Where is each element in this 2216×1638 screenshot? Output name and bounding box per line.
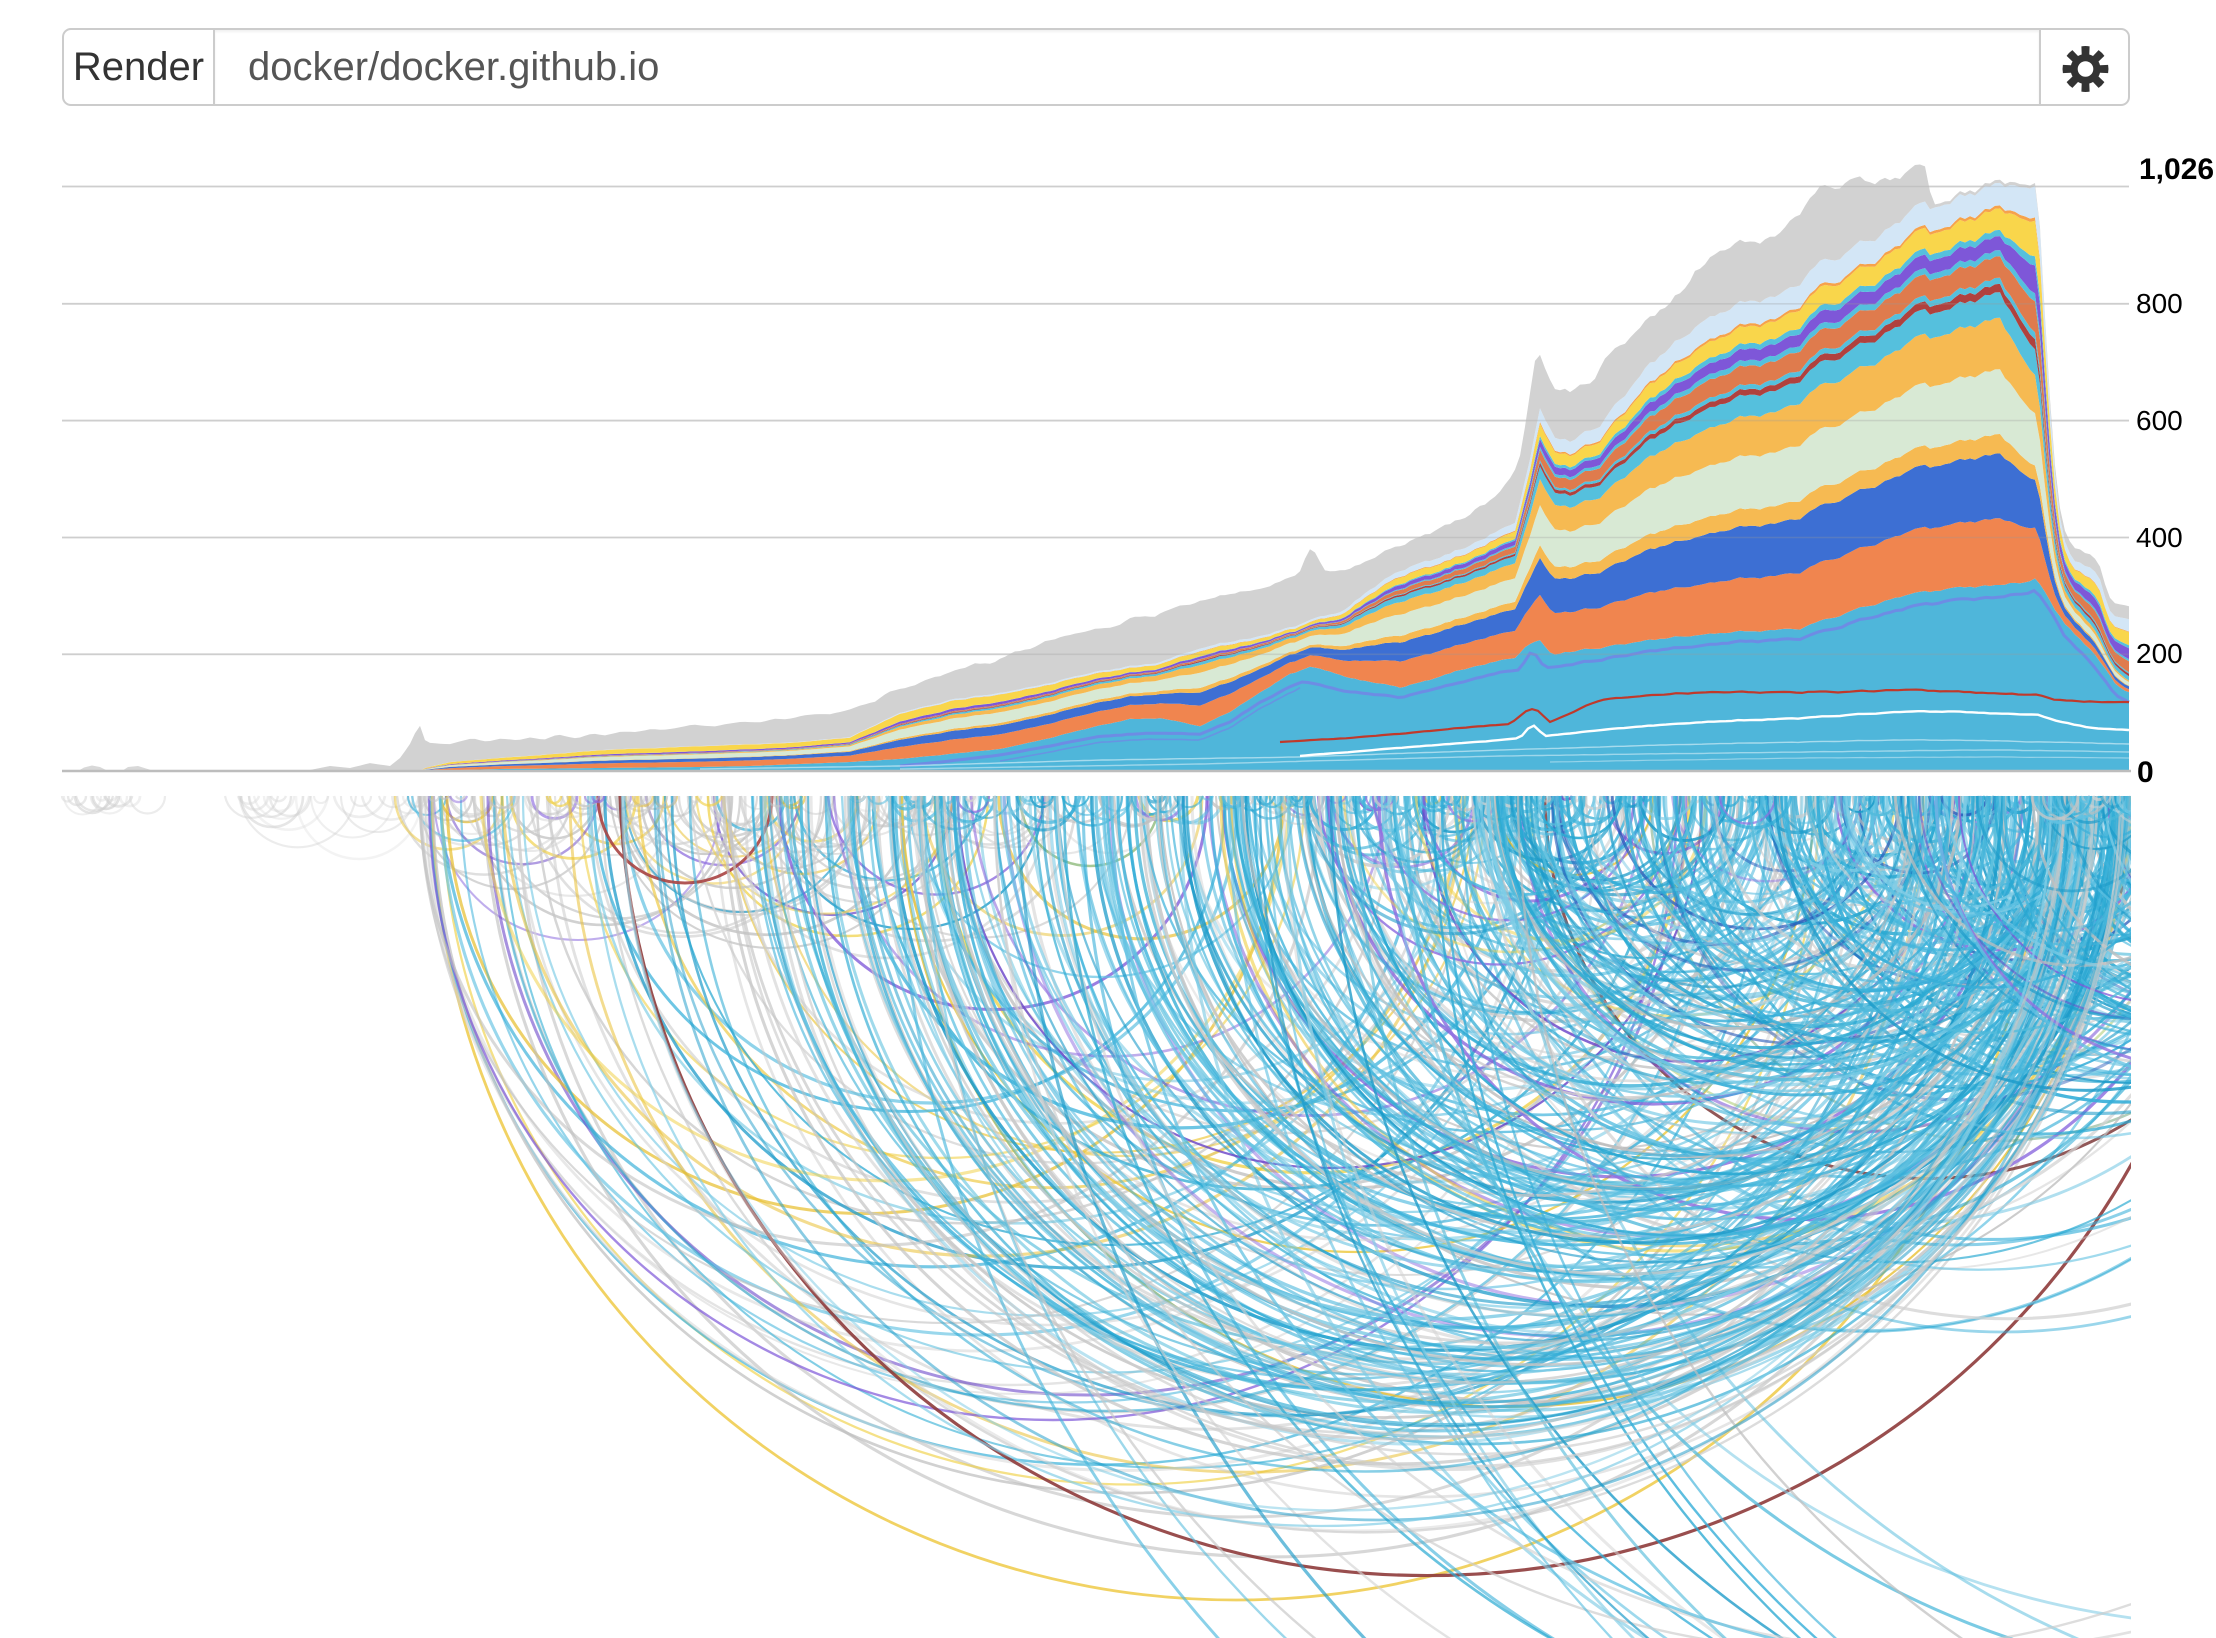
svg-text:0: 0 [2137,756,2154,789]
svg-text:200: 200 [2136,638,2183,669]
svg-text:1,026: 1,026 [2139,153,2214,186]
svg-text:600: 600 [2136,405,2183,436]
svg-text:800: 800 [2136,288,2183,319]
svg-text:400: 400 [2136,522,2183,553]
